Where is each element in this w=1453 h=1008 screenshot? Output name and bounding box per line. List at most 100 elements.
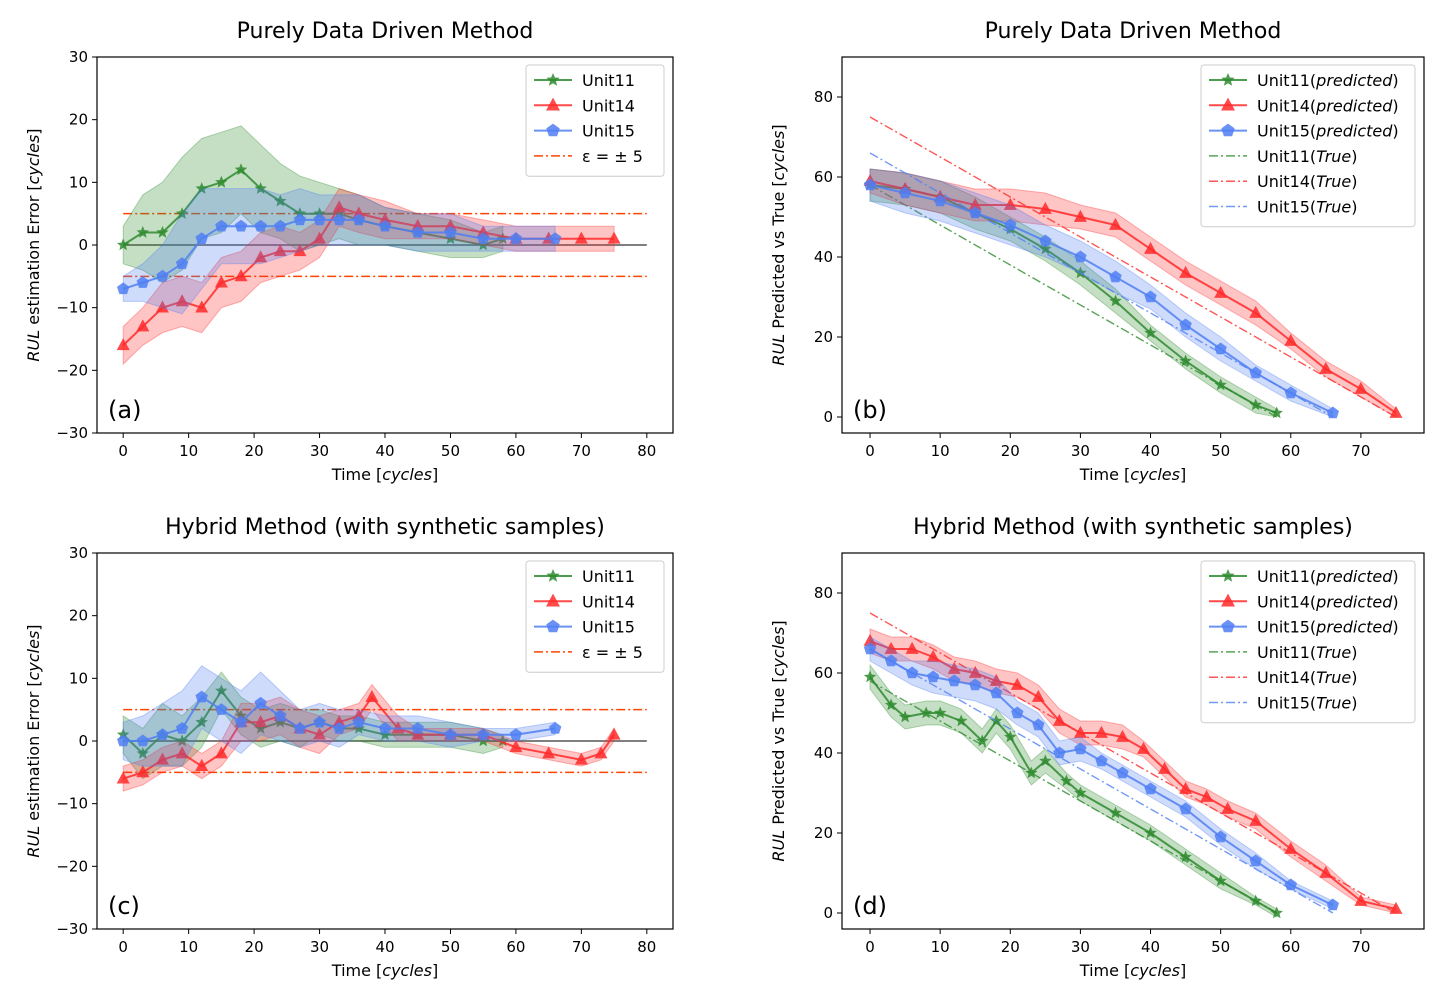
legend-label: Unit14(predicted) [1257,592,1399,611]
y-tick-label: 0 [823,408,833,426]
y-axis-label-unit: cycles [24,135,43,185]
legend-label: Unit11 [582,71,635,90]
data-point [333,213,346,226]
data-point [1137,741,1151,754]
legend-label-text: ε = ± 5 [582,147,643,166]
series-unit14 [863,612,1403,914]
data-point [234,715,248,728]
panel-label: (a) [108,396,141,424]
data-point [1108,217,1122,230]
data-point [1039,242,1052,255]
y-tick-label: 20 [69,607,88,625]
data-point [195,758,209,771]
data-point [195,690,208,703]
y-axis-label-close: ] [769,620,788,626]
data-point [293,213,307,226]
legend-marker [1221,97,1235,111]
legend-label-close: ) [1351,172,1357,191]
data-point [1144,290,1157,303]
data-point [884,654,898,667]
data-point [352,722,365,734]
data-point [313,715,326,728]
legend-label-text: Unit15( [1257,618,1316,637]
x-tick-label: 0 [118,938,128,956]
legend-label: Unit14 [582,96,635,115]
data-point [274,194,287,207]
data-point [1039,234,1052,247]
x-tick-label: 50 [441,442,460,460]
data-point [293,244,307,257]
data-point [1073,209,1087,222]
data-point [1179,802,1192,815]
x-tick-label: 30 [310,442,329,460]
legend-label-close: ) [1392,592,1398,611]
data-point [1179,354,1192,367]
y-axis-label: RUL Predicted vs True [cycles] [769,124,788,365]
x-axis-label: Time [cycles] [1079,961,1186,980]
x-axis-label-unit: cycles [382,961,432,980]
data-point [1319,865,1333,878]
legend-label-text: Unit15 [582,618,635,637]
x-tick-label: 80 [637,442,656,460]
x-axis-label-close: ] [432,961,438,980]
legend-marker [1221,593,1235,607]
y-tick-label: −10 [56,795,88,813]
data-point [934,706,947,719]
legend-label: Unit15(predicted) [1257,122,1399,141]
legend: Unit11 Unit14 Unit15 ε = ± 5 [525,64,665,177]
y-axis-label: RUL estimation Error [cycles] [24,624,43,857]
data-point [1319,361,1333,374]
data-point [175,746,189,759]
data-point [215,684,228,697]
data-point [1389,405,1403,418]
legend-label-text: Unit11 [582,71,635,90]
x-tick-label: 40 [375,938,394,956]
data-point [509,728,523,740]
data-point [1214,874,1227,887]
y-axis-label-text: estimation Error [ [24,680,43,825]
true-line [869,648,1334,914]
legend-label: ε = ± 5 [582,147,643,166]
data-point [1011,706,1024,719]
legend-label: Unit11(True) [1257,643,1358,662]
data-point [1010,677,1024,690]
confidence-band [122,188,556,315]
x-tick-label: 10 [931,938,950,956]
x-tick-label: 0 [865,442,875,460]
data-point [1158,761,1172,774]
legend-label-text: Unit11 [582,567,635,586]
series-unit11 [117,125,509,284]
data-point [175,257,189,270]
data-point [175,207,189,219]
data-point [175,294,189,307]
y-tick-label: 0 [78,236,88,254]
data-point [274,715,287,728]
data-point [215,175,228,188]
x-axis-label-close: ] [1180,961,1186,980]
legend-box [525,560,665,673]
data-point [477,728,490,740]
data-point [1109,270,1122,283]
legend-marker [1221,569,1235,582]
data-point [1326,406,1339,419]
data-point [1053,746,1066,759]
data-point [411,219,425,232]
data-point [1179,781,1193,794]
series-unit15 [863,636,1339,914]
data-point [378,219,392,232]
x-axis-label-text: Time [ [1079,961,1130,980]
data-point [1249,894,1262,907]
legend-marker [546,123,560,137]
data-point [254,219,267,232]
panel-label: (c) [108,892,140,920]
x-tick-label: 10 [179,938,198,956]
data-point [1144,241,1158,254]
legend-label-close: ) [1351,198,1357,217]
x-tick-label: 50 [441,938,460,956]
legend-label-italic: True [1316,668,1351,687]
data-point [607,231,621,244]
data-point [175,734,189,747]
data-point [234,269,248,282]
confidence-band [122,125,504,284]
